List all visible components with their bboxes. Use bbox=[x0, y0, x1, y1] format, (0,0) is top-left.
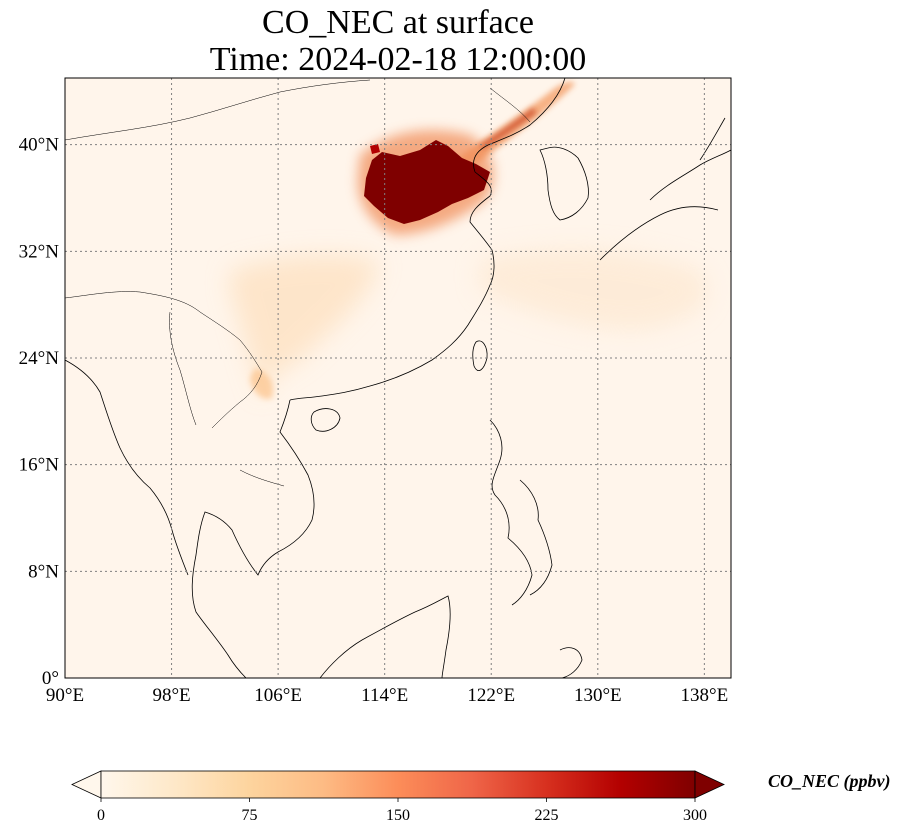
coastline-philippines-west bbox=[489, 419, 533, 606]
lon-tick-label: 98°E bbox=[152, 685, 190, 706]
colorbar-tick-label: 75 bbox=[242, 807, 258, 824]
coastline-japan bbox=[599, 117, 731, 261]
lat-tick-label: 8°N bbox=[28, 561, 59, 582]
border-myanmar bbox=[169, 311, 197, 426]
colorbar-extend-max bbox=[694, 770, 725, 799]
coastline-hainan bbox=[310, 408, 341, 432]
longitude-labels: 90°E 98°E 106°E 114°E 122°E 130°E 138°E bbox=[46, 685, 728, 706]
map-frame bbox=[64, 77, 732, 679]
lon-tick-label: 138°E bbox=[681, 685, 729, 706]
gridlines bbox=[65, 78, 731, 678]
plume-north-china-plain bbox=[364, 140, 490, 224]
lat-tick-label: 24°N bbox=[19, 348, 60, 369]
coastline-indochina bbox=[191, 399, 315, 678]
plume-spot-small bbox=[370, 144, 380, 154]
lat-tick-label: 40°N bbox=[19, 135, 60, 156]
lat-tick-label: 32°N bbox=[19, 241, 60, 262]
colorbar-gradient bbox=[100, 770, 696, 799]
plume-south-china bbox=[230, 255, 380, 400]
lon-tick-label: 122°E bbox=[467, 685, 515, 706]
country-borders bbox=[65, 79, 531, 487]
colorbar-tick-label: 150 bbox=[386, 807, 410, 824]
lon-tick-label: 114°E bbox=[361, 685, 408, 706]
lat-tick-label: 0° bbox=[42, 668, 59, 689]
border-cambodia bbox=[239, 469, 285, 487]
coastline-taiwan bbox=[472, 340, 488, 371]
colorbar-label: CO_NEC (ppbv) bbox=[768, 771, 891, 791]
border-mongolia bbox=[65, 79, 371, 141]
plume-north-vietnam bbox=[250, 368, 274, 399]
lon-tick-label: 106°E bbox=[254, 685, 302, 706]
plume-northeast-core bbox=[478, 107, 537, 151]
lat-tick-label: 16°N bbox=[19, 455, 60, 476]
plume-ocean-haze bbox=[480, 249, 708, 330]
coastline-china bbox=[289, 78, 566, 401]
map-title: CO_NEC at surface bbox=[262, 4, 534, 41]
coastline-philippines-east bbox=[519, 479, 553, 596]
coastline-sulawesi bbox=[559, 647, 583, 678]
colorbar-extend-min bbox=[71, 770, 102, 799]
colorbar-tick-label: 0 bbox=[97, 807, 105, 824]
latitude-labels: 0° 8°N 16°N 24°N 32°N 40°N bbox=[19, 135, 60, 689]
coastline-borneo bbox=[319, 595, 451, 678]
colorbar: 0 75 150 225 300 bbox=[71, 770, 725, 824]
lon-tick-label: 130°E bbox=[574, 685, 622, 706]
border-china-south bbox=[65, 291, 263, 373]
border-northeast bbox=[489, 87, 531, 123]
colorbar-tick-label: 225 bbox=[535, 807, 559, 824]
map-subtitle-time: Time: 2024-02-18 12:00:00 bbox=[209, 41, 587, 78]
colorbar-tick-label: 300 bbox=[683, 807, 707, 824]
lon-tick-label: 90°E bbox=[46, 685, 84, 706]
coastline-myanmar bbox=[65, 359, 189, 576]
concentration-field bbox=[230, 81, 708, 400]
coastlines bbox=[65, 78, 731, 678]
colorbar-ticks: 0 75 150 225 300 bbox=[97, 798, 707, 824]
coastline-korea bbox=[539, 146, 589, 221]
border-laos bbox=[211, 371, 263, 429]
